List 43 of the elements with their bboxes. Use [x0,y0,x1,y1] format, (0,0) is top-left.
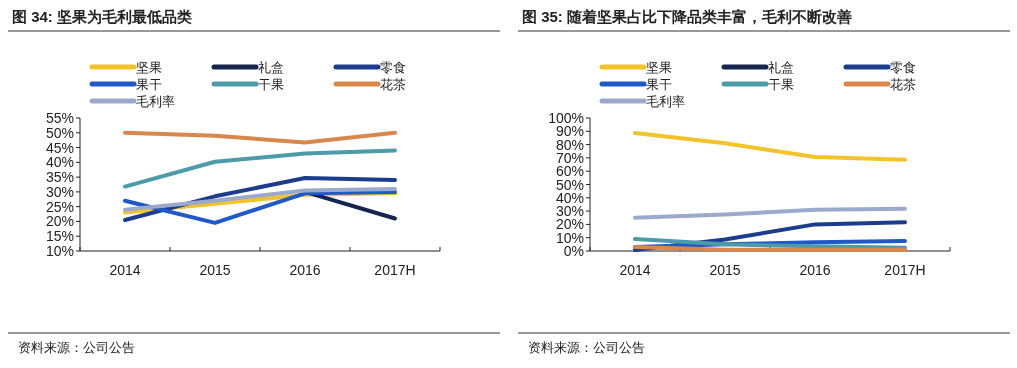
y-tick-label: 55% [45,110,74,126]
y-tick-label: 25% [45,198,74,215]
x-tick-label: 2015 [709,262,741,278]
x-tick-label: 2017H [374,262,416,278]
chart-title: 图 35: 随着坚果占比下降品类丰富，毛利不断改善 [522,8,853,25]
chart-title: 图 34: 坚果为毛利最低品类 [12,8,193,25]
line-series [123,186,397,212]
legend-label: 零食 [380,60,406,75]
legend-label: 果干 [646,77,672,92]
x-tick-label: 2014 [109,262,141,278]
line-series [633,206,907,220]
x-tick-label: 2015 [199,262,231,278]
legend-label: 花茶 [890,77,916,92]
text: 资料来源：公司公告 [18,340,135,355]
x-tick-label: 2017H [884,262,926,278]
x-tick-label: 2014 [619,262,651,278]
legend-label: 坚果 [646,60,672,75]
y-tick-label: 30% [45,183,74,200]
legend-label: 毛利率 [136,94,175,109]
legend-label: 干果 [258,77,284,92]
y-tick-label: 45% [45,139,74,156]
legend-label: 零食 [890,60,916,75]
line-series [633,131,907,162]
line-series [123,189,397,225]
y-tick-label: 15% [45,228,74,245]
y-tick-label: 10% [45,243,74,259]
legend-label: 果干 [136,77,162,92]
legend-label: 毛利率 [646,94,685,109]
y-tick-label: 20% [45,213,74,230]
legend-label: 干果 [768,77,794,92]
y-tick-label: 50% [45,124,74,141]
line-series [123,148,397,189]
x-tick-label: 2016 [289,262,321,278]
x-tick-label: 2016 [799,262,831,278]
y-tick-label: 0% [563,243,584,259]
y-tick-label: 100% [548,110,584,126]
legend-label: 礼盒 [768,60,794,75]
legend-label: 坚果 [136,60,162,75]
y-tick-label: 35% [45,169,74,186]
legend-label: 花茶 [380,77,406,92]
text: 资料来源：公司公告 [528,340,645,355]
y-tick-label: 40% [45,154,74,171]
legend-label: 礼盒 [258,60,284,75]
